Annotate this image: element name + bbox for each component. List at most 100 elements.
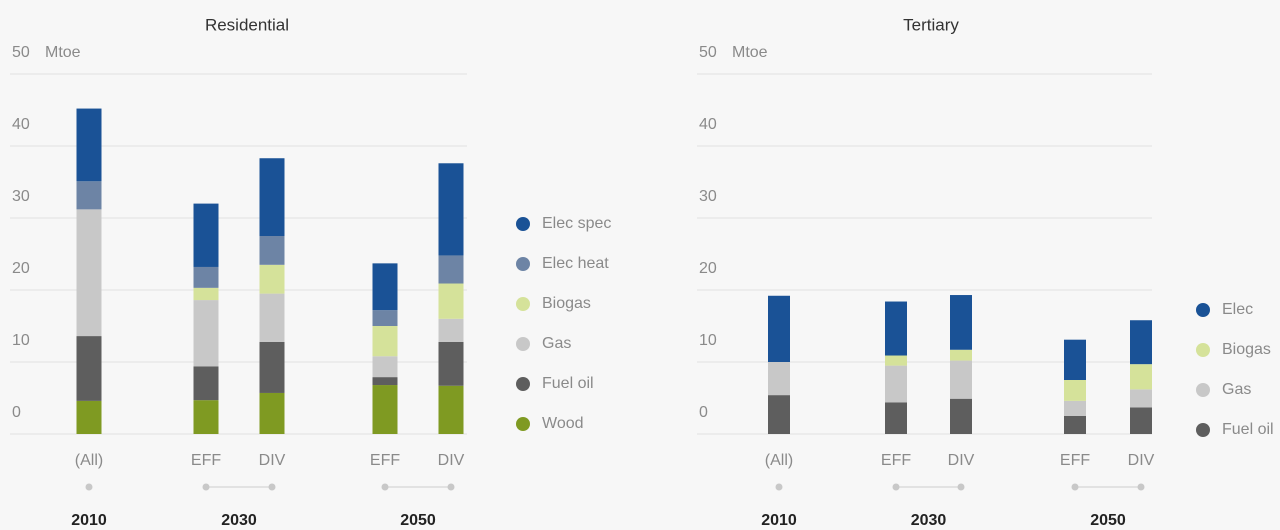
legend-label: Fuel oil	[542, 375, 594, 392]
y-axis-label: Mtoe	[732, 44, 768, 61]
x-tick-label: EFF	[370, 452, 400, 469]
bar-segment	[768, 395, 790, 434]
y-tick-label: 10	[12, 332, 30, 349]
bar-segment	[1130, 320, 1152, 365]
y-tick-label: 0	[12, 404, 21, 421]
timeline-dot	[1071, 483, 1079, 491]
timeline-dot	[85, 483, 93, 491]
bar-segment	[193, 366, 219, 401]
bar-segment	[1130, 407, 1152, 434]
timeline-dot	[268, 483, 276, 491]
legend-label: Gas	[542, 335, 571, 352]
bar-segment	[259, 341, 285, 393]
y-tick-label: 50	[12, 44, 30, 61]
legend-swatch	[1196, 343, 1210, 357]
legend-label: Biogas	[1222, 341, 1271, 358]
x-tick-label: (All)	[765, 452, 793, 469]
y-tick-label: 30	[12, 188, 30, 205]
bar-segment	[372, 385, 398, 434]
legend-swatch	[516, 297, 530, 311]
bar-segment	[76, 181, 102, 210]
bar-segment	[885, 301, 907, 356]
bar-segment	[1064, 380, 1086, 401]
bar-segment	[885, 365, 907, 403]
legend-label: Wood	[542, 415, 584, 432]
y-tick-label: 20	[699, 260, 717, 277]
bar-segment	[438, 283, 464, 319]
legend-swatch	[1196, 303, 1210, 317]
bar-segment	[950, 349, 972, 361]
x-tick-label: EFF	[1060, 452, 1090, 469]
timeline-dot	[447, 483, 455, 491]
x-tick-label: DIV	[948, 452, 975, 469]
legend-swatch	[516, 257, 530, 271]
y-tick-label: 30	[699, 188, 717, 205]
bar-segment	[193, 400, 219, 434]
timeline-dot	[202, 483, 210, 491]
bar-segment	[950, 360, 972, 399]
bar-segment	[372, 310, 398, 326]
bar-segment	[76, 108, 102, 182]
bar-segment	[372, 326, 398, 357]
bar-segment	[1064, 400, 1086, 416]
bar-segment	[438, 385, 464, 434]
legend-label: Elec heat	[542, 255, 609, 272]
x-tick-label: DIV	[438, 452, 465, 469]
y-tick-label: 40	[699, 116, 717, 133]
group-label: 2010	[71, 512, 107, 529]
y-tick-label: 40	[12, 116, 30, 133]
bar-segment	[1130, 364, 1152, 390]
group-label: 2030	[221, 512, 257, 529]
bar-segment	[885, 355, 907, 366]
bar-segment	[768, 295, 790, 362]
timeline-dot	[381, 483, 389, 491]
x-tick-label: DIV	[1128, 452, 1155, 469]
bar-segment	[950, 398, 972, 434]
bar-segment	[76, 336, 102, 401]
bar-segment	[885, 402, 907, 434]
x-tick-label: DIV	[259, 452, 286, 469]
y-tick-label: 10	[699, 332, 717, 349]
bar-segment	[259, 392, 285, 434]
bar-segment	[438, 255, 464, 284]
x-tick-label: EFF	[881, 452, 911, 469]
bar-segment	[193, 266, 219, 288]
bar-segment	[259, 158, 285, 236]
bar-segment	[950, 295, 972, 350]
bar-segment	[372, 356, 398, 378]
bar-segment	[193, 203, 219, 267]
y-axis-label: Mtoe	[45, 44, 81, 61]
bar-segment	[259, 236, 285, 265]
timeline-dot	[775, 483, 783, 491]
bar-segment	[768, 362, 790, 396]
x-tick-label: (All)	[75, 452, 103, 469]
legend-swatch	[1196, 423, 1210, 437]
group-label: 2010	[761, 512, 797, 529]
chart-title: Residential	[205, 15, 289, 34]
x-tick-label: EFF	[191, 452, 221, 469]
legend-swatch	[516, 377, 530, 391]
bar-segment	[76, 400, 102, 434]
y-tick-label: 50	[699, 44, 717, 61]
legend-label: Biogas	[542, 295, 591, 312]
y-tick-label: 20	[12, 260, 30, 277]
bar-segment	[193, 300, 219, 367]
bar-segment	[438, 318, 464, 342]
legend-label: Elec spec	[542, 215, 611, 232]
legend-swatch	[516, 417, 530, 431]
legend-swatch	[1196, 383, 1210, 397]
group-label: 2050	[1090, 512, 1126, 529]
bar-segment	[259, 264, 285, 294]
chart-title: Tertiary	[903, 15, 959, 34]
legend-label: Fuel oil	[1222, 421, 1274, 438]
legend-swatch	[516, 217, 530, 231]
bar-segment	[438, 163, 464, 256]
bar-segment	[1130, 389, 1152, 408]
legend-label: Elec	[1222, 301, 1253, 318]
bar-segment	[372, 377, 398, 386]
bar-segment	[76, 209, 102, 337]
timeline-dot	[957, 483, 965, 491]
legend-label: Gas	[1222, 381, 1251, 398]
group-label: 2030	[911, 512, 947, 529]
